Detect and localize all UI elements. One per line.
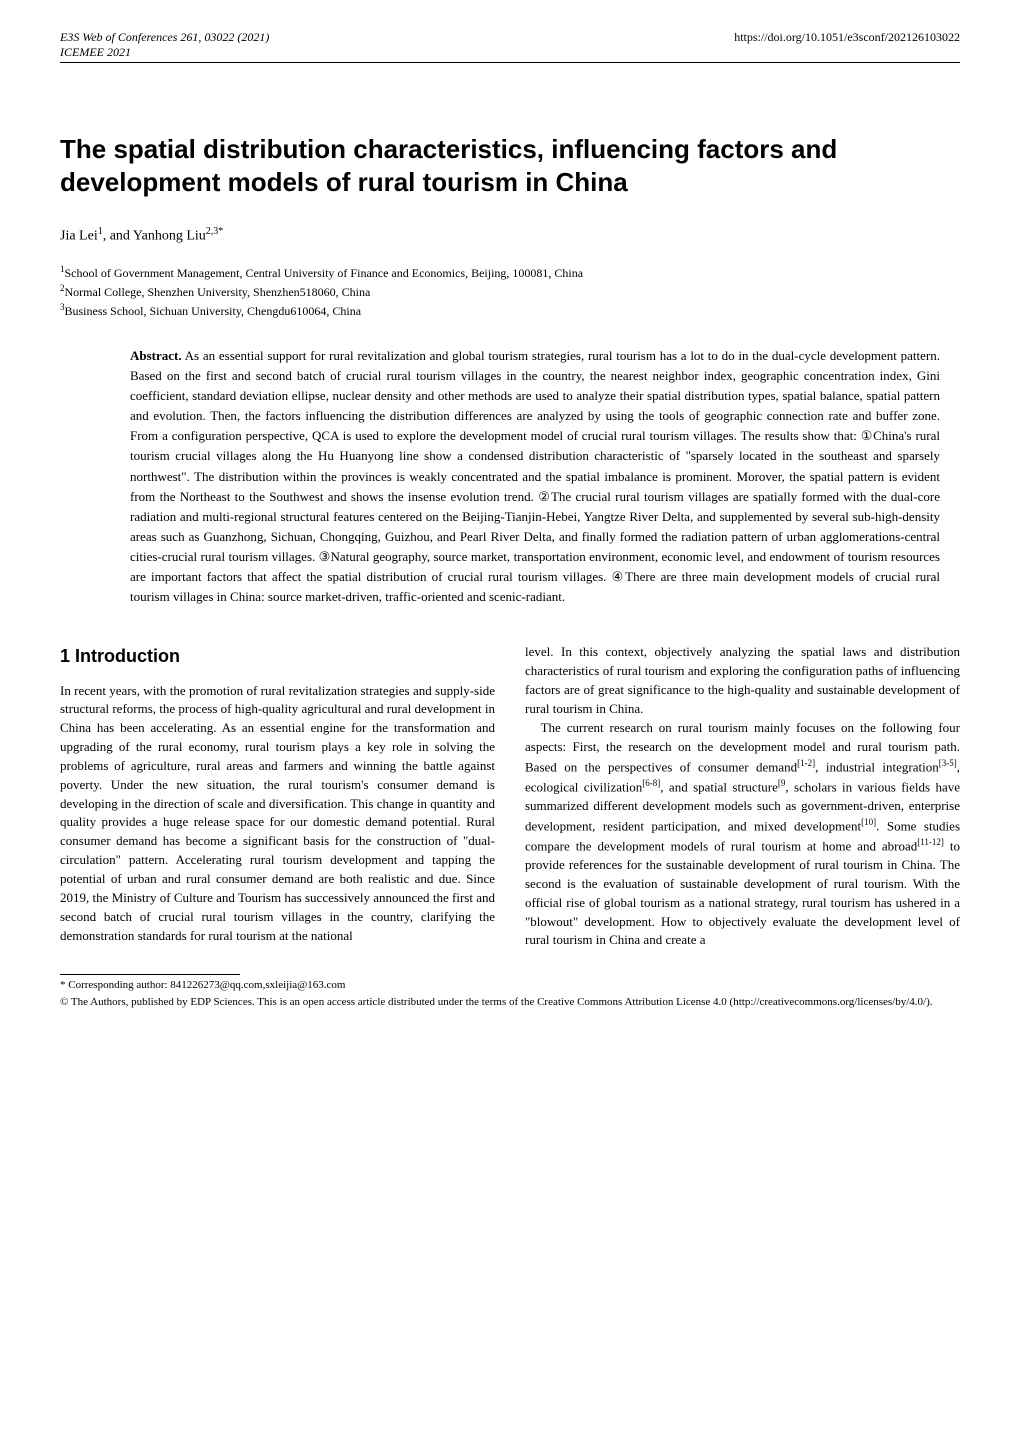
affil-text-2: Normal College, Shenzhen University, She…: [65, 285, 371, 299]
abstract: Abstract. As an essential support for ru…: [130, 346, 940, 608]
footnote-divider: [60, 974, 240, 975]
column-right: level. In this context, objectively anal…: [525, 643, 960, 950]
intro-paragraph-2: The current research on rural tourism ma…: [525, 719, 960, 950]
page-header: E3S Web of Conferences 261, 03022 (2021)…: [60, 30, 960, 60]
header-doi: https://doi.org/10.1051/e3sconf/20212610…: [734, 30, 960, 60]
intro-paragraph-1-cont: level. In this context, objectively anal…: [525, 643, 960, 718]
body-columns: 1 Introduction In recent years, with the…: [60, 643, 960, 950]
ref-11-12: [11-12]: [917, 837, 944, 847]
ref-3-5: [3-5]: [939, 758, 957, 768]
affil-text-3: Business School, Sichuan University, Che…: [65, 304, 362, 318]
ref-6-8: [6-8]: [642, 778, 660, 788]
abstract-label: Abstract.: [130, 348, 182, 363]
authors-line: Jia Lei1, and Yanhong Liu2,3*: [60, 226, 960, 245]
conference-line: E3S Web of Conferences 261, 03022 (2021): [60, 30, 269, 44]
author-2-affil: 2,3*: [206, 226, 224, 237]
p2-g: to provide references for the sustainabl…: [525, 838, 960, 947]
license-text: © The Authors, published by EDP Sciences…: [60, 995, 960, 1010]
intro-paragraph-1: In recent years, with the promotion of r…: [60, 682, 495, 946]
section-heading-introduction: 1 Introduction: [60, 643, 495, 669]
conference-short: ICEMEE 2021: [60, 45, 131, 59]
author-1: Jia Lei: [60, 229, 98, 244]
corresponding-author-footnote: * Corresponding author: 841226273@qq.com…: [60, 979, 960, 991]
ref-10: [10]: [861, 817, 876, 827]
affiliation-1: 1School of Government Management, Centra…: [60, 263, 960, 282]
header-divider: [60, 62, 960, 63]
affiliations: 1School of Government Management, Centra…: [60, 263, 960, 320]
paper-title: The spatial distribution characteristics…: [60, 133, 960, 198]
header-left: E3S Web of Conferences 261, 03022 (2021)…: [60, 30, 269, 60]
author-sep: , and Yanhong Liu: [103, 229, 206, 244]
p2-d: , and spatial structure: [660, 779, 778, 794]
ref-1-2: [1-2]: [797, 758, 815, 768]
affil-text-1: School of Government Management, Central…: [65, 266, 584, 280]
abstract-text: As an essential support for rural revita…: [130, 348, 940, 605]
affiliation-3: 3Business School, Sichuan University, Ch…: [60, 301, 960, 320]
column-left: 1 Introduction In recent years, with the…: [60, 643, 495, 950]
affiliation-2: 2Normal College, Shenzhen University, Sh…: [60, 282, 960, 301]
p2-b: , industrial integration: [815, 759, 939, 774]
